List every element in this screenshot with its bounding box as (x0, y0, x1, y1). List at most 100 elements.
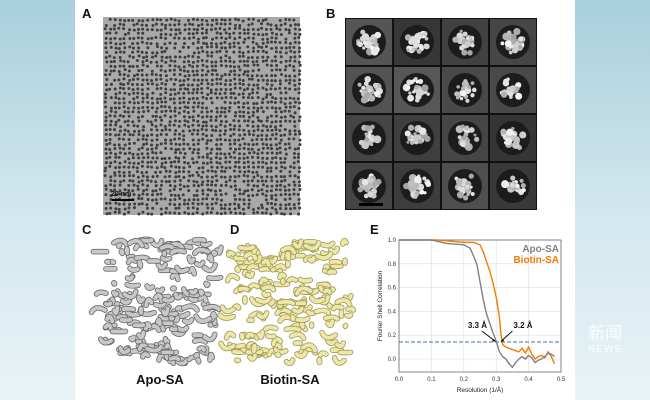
biotin-sa-density-map (217, 238, 357, 367)
density-tube (252, 343, 257, 353)
particle (209, 41, 213, 45)
density-tube (94, 290, 108, 297)
particle (197, 184, 201, 188)
particle (104, 36, 108, 40)
particle (188, 22, 192, 26)
particle (146, 198, 150, 202)
particle (123, 120, 127, 124)
density-tube (248, 283, 260, 290)
density-blob (459, 29, 463, 33)
density-blob (405, 85, 411, 90)
particle (200, 45, 204, 49)
particle (155, 64, 159, 68)
density-blob (422, 31, 428, 37)
particle (190, 132, 194, 136)
particle (232, 151, 236, 155)
particle (219, 142, 223, 146)
particle (210, 183, 214, 187)
particle (257, 19, 261, 23)
particle (174, 142, 178, 146)
particle (214, 183, 218, 187)
particle (164, 109, 168, 113)
particle (292, 192, 296, 196)
particle (298, 206, 302, 210)
particle (122, 179, 126, 183)
density-tube (194, 260, 205, 268)
particle (279, 55, 283, 59)
particle (121, 137, 125, 141)
particle (210, 202, 214, 206)
particle (165, 56, 169, 60)
particle (210, 45, 214, 49)
particle (163, 105, 167, 109)
particle (200, 106, 204, 110)
particle (123, 46, 127, 50)
particle (104, 193, 108, 197)
particle (187, 212, 191, 216)
particle (195, 73, 199, 77)
particle (117, 210, 121, 214)
particle (205, 59, 209, 63)
particle (274, 137, 278, 141)
density-tube (215, 245, 223, 255)
density-blob (468, 173, 474, 179)
plot-frame (398, 239, 562, 373)
particle (233, 114, 237, 118)
particle (247, 17, 251, 21)
particle (159, 192, 163, 196)
particle (232, 92, 236, 96)
particle (150, 96, 154, 100)
particle (227, 109, 231, 113)
density-blob (361, 85, 366, 91)
density-tube (169, 316, 175, 321)
particle (154, 36, 158, 40)
particle (297, 170, 301, 174)
particle (140, 36, 144, 40)
particle (168, 123, 172, 127)
particle (260, 26, 264, 30)
particle (220, 96, 224, 100)
particle (195, 180, 199, 184)
particle (195, 211, 199, 215)
density-tube (145, 345, 163, 353)
particle (246, 70, 250, 74)
particle (159, 207, 163, 211)
density-blob (508, 50, 513, 55)
particle (196, 202, 200, 206)
density-blob (368, 92, 373, 96)
particle (141, 134, 145, 138)
particle (237, 73, 241, 77)
particle (233, 197, 237, 201)
particle (108, 72, 112, 76)
particle (218, 49, 222, 53)
particle (251, 114, 255, 118)
particle (223, 91, 227, 95)
particle (218, 157, 222, 161)
particle (215, 45, 219, 49)
particle (117, 118, 121, 122)
particle (136, 77, 140, 81)
particle (154, 114, 158, 118)
particle (104, 96, 108, 100)
density-tube (331, 304, 344, 311)
particle (159, 151, 163, 155)
particle (205, 202, 209, 206)
particle (177, 147, 181, 151)
particle (228, 83, 232, 87)
particle (114, 46, 118, 50)
density-tube (162, 296, 175, 303)
particle (132, 23, 136, 27)
particle (298, 63, 302, 67)
particle (122, 23, 126, 27)
particle (246, 101, 250, 105)
particle (238, 211, 242, 215)
particle (223, 132, 227, 136)
particle (146, 147, 150, 151)
particle (288, 45, 292, 49)
particle (141, 96, 145, 100)
particle (261, 165, 265, 169)
particle (140, 160, 144, 164)
particle (224, 120, 228, 124)
particle (274, 120, 278, 124)
particle (278, 151, 282, 155)
